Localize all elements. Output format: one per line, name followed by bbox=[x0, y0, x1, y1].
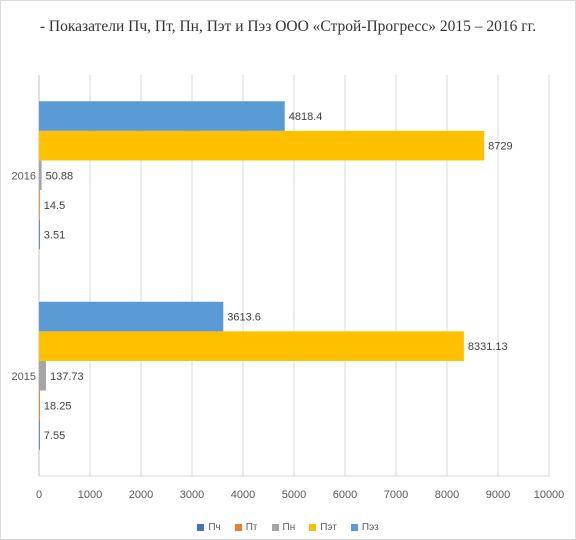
bar-Пэт-2016 bbox=[39, 130, 485, 161]
data-label: 3613.6 bbox=[227, 312, 261, 324]
bar-Пт-2015 bbox=[39, 390, 40, 421]
legend-swatch bbox=[350, 524, 358, 531]
legend-label: Пт bbox=[245, 522, 258, 533]
bar-Пч-2015 bbox=[39, 420, 40, 450]
x-tick-label: 6000 bbox=[333, 489, 357, 501]
legend-label: Пн bbox=[282, 522, 296, 533]
x-tick-label: 0 bbox=[36, 489, 42, 501]
data-label: 137.73 bbox=[50, 371, 84, 383]
x-tick-label: 2000 bbox=[129, 489, 153, 501]
x-tick-label: 5000 bbox=[282, 489, 306, 501]
legend-swatch bbox=[309, 524, 317, 531]
data-label: 18.25 bbox=[44, 400, 72, 412]
chart-title: - Показатели Пч, Пт, Пн, Пэт и Пэз ООО «… bbox=[39, 18, 537, 35]
x-tick-label: 10000 bbox=[534, 489, 565, 501]
y-category-label: 2016 bbox=[12, 170, 36, 182]
legend-swatch bbox=[234, 524, 242, 531]
y-category-label: 2015 bbox=[12, 371, 36, 383]
legend-label: Пэз bbox=[361, 522, 379, 533]
x-tick-label: 4000 bbox=[231, 489, 255, 501]
bar-Пэз-2015 bbox=[39, 301, 224, 332]
x-tick-label: 8000 bbox=[435, 489, 459, 501]
bar-Пн-2016 bbox=[39, 160, 42, 191]
data-label: 3.51 bbox=[44, 229, 65, 241]
legend-item: Пэт bbox=[309, 522, 337, 533]
bar-Пч-2016 bbox=[39, 219, 40, 250]
x-tick-label: 1000 bbox=[78, 489, 102, 501]
legend-item: Пн bbox=[271, 522, 296, 533]
data-label: 4818.4 bbox=[289, 111, 323, 123]
x-tick-label: 3000 bbox=[180, 489, 204, 501]
data-label: 8331.13 bbox=[468, 341, 508, 353]
data-label: 8729 bbox=[488, 141, 512, 153]
x-tick-label: 7000 bbox=[384, 489, 408, 501]
bar-Пн-2015 bbox=[39, 360, 47, 391]
x-tick-label: 9000 bbox=[486, 489, 510, 501]
legend-label: Пч bbox=[208, 522, 221, 533]
legend: Пч Пт Пн Пэт Пэз bbox=[0, 522, 576, 533]
legend-swatch bbox=[271, 524, 279, 531]
legend-item: Пч bbox=[197, 522, 221, 533]
data-label: 7.55 bbox=[44, 430, 65, 442]
data-label: 14.5 bbox=[44, 200, 65, 212]
bar-Пэз-2016 bbox=[39, 101, 285, 131]
bar-Пт-2016 bbox=[39, 190, 40, 220]
data-label: 50.88 bbox=[46, 170, 74, 182]
bar-Пэт-2015 bbox=[39, 331, 464, 361]
legend-label: Пэт bbox=[320, 522, 337, 533]
legend-swatch bbox=[197, 524, 205, 531]
legend-item: Пэз bbox=[350, 522, 379, 533]
legend-item: Пт bbox=[234, 522, 258, 533]
